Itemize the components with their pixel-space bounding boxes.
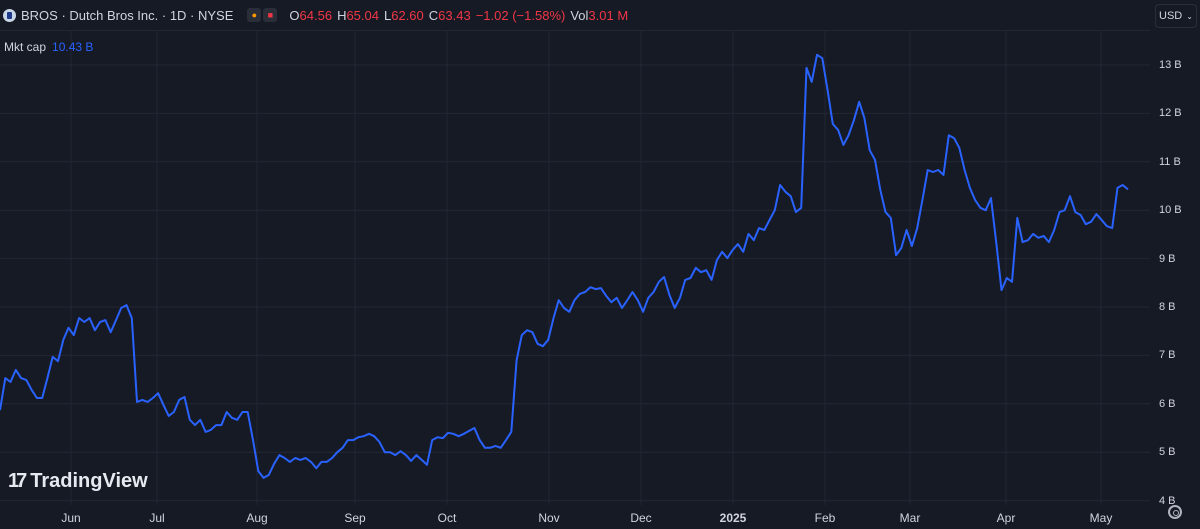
- y-tick-label: 6 B: [1159, 397, 1176, 410]
- market-cap-series-line: [0, 53, 1129, 479]
- x-tick-label: Apr: [996, 511, 1016, 525]
- y-tick-label: 9 B: [1159, 252, 1176, 265]
- price-axis[interactable]: 13 B 12 B 11 B 10 B 9 B 8 B 7 B 6 B 5 B 4 B: [1150, 30, 1200, 509]
- y-tick-label: 8 B: [1159, 301, 1176, 313]
- x-tick-label: Dec: [630, 511, 652, 525]
- y-tick-label: 12 B: [1159, 107, 1182, 120]
- x-tick-label: Aug: [246, 511, 268, 525]
- earnings-icon[interactable]: ●: [247, 8, 262, 22]
- x-tick-label: 2025: [719, 511, 747, 525]
- x-tick-label: Nov: [538, 511, 560, 525]
- y-tick-label: 11 B: [1159, 155, 1181, 168]
- y-tick-label: 7 B: [1159, 349, 1176, 362]
- y-tick-label: 4 B: [1159, 494, 1176, 507]
- indicator-label: Mkt cap: [4, 40, 47, 54]
- price-change: −1.02 (−1.58%): [475, 7, 566, 23]
- tradingview-logo[interactable]: 17 TradingView: [8, 470, 148, 492]
- y-tick-label: 13 B: [1159, 59, 1182, 71]
- settings-icon[interactable]: [1168, 505, 1182, 519]
- dividend-icon[interactable]: ■: [263, 8, 278, 22]
- currency-selector[interactable]: USD ⌄: [1155, 4, 1197, 28]
- ohlc-values: O64.56 H65.04 L62.60 C63.43 −1.02 (−1.58…: [289, 7, 629, 23]
- x-tick-label: Oct: [437, 511, 457, 525]
- x-tick-label: Mar: [899, 511, 921, 525]
- symbol-title[interactable]: BROS · Dutch Bros Inc. · 1D · NYSE: [21, 7, 234, 23]
- symbol-header: BROS · Dutch Bros Inc. · 1D · NYSE ● ■ O…: [0, 0, 1150, 31]
- x-tick-label: May: [1089, 511, 1113, 525]
- price-chart[interactable]: [0, 0, 1150, 529]
- indicator-value: 10.43 B: [52, 40, 94, 54]
- market-cap-legend[interactable]: Mkt cap 10.43 B: [4, 40, 93, 54]
- x-tick-label: Jun: [61, 511, 81, 525]
- y-tick-label: 5 B: [1159, 446, 1176, 459]
- tradingview-logo-icon: 17: [8, 470, 27, 492]
- y-tick-label: 10 B: [1159, 204, 1182, 217]
- company-logo-icon: [3, 8, 16, 22]
- x-tick-label: Feb: [814, 511, 836, 525]
- x-tick-label: Sep: [344, 511, 366, 525]
- chevron-down-icon: ⌄: [1186, 11, 1193, 21]
- volume: 3.01 M: [588, 7, 629, 23]
- x-tick-label: Jul: [149, 511, 165, 525]
